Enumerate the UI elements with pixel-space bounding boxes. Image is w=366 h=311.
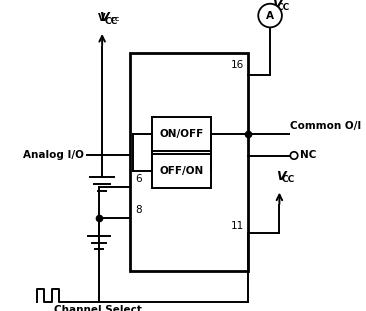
- Bar: [152, 154, 211, 188]
- Circle shape: [290, 152, 298, 159]
- Text: $\mathbf{V}$: $\mathbf{V}$: [97, 11, 107, 23]
- Text: V: V: [99, 11, 109, 24]
- Text: OFF/ON: OFF/ON: [159, 166, 203, 176]
- Text: Channel Select: Channel Select: [55, 305, 142, 311]
- Bar: [130, 53, 248, 271]
- Text: ON/OFF: ON/OFF: [159, 129, 203, 139]
- Text: CC: CC: [282, 175, 295, 184]
- Text: Analog I/O: Analog I/O: [23, 150, 83, 160]
- Text: $\mathbf{_{CC}}$: $\mathbf{_{CC}}$: [110, 15, 120, 24]
- Text: 8: 8: [135, 205, 141, 215]
- Text: A: A: [266, 11, 274, 21]
- Text: 11: 11: [230, 221, 244, 231]
- Text: 6: 6: [135, 174, 141, 184]
- Text: V: V: [272, 0, 281, 11]
- Bar: [152, 117, 211, 151]
- Text: V: V: [276, 170, 286, 183]
- Text: NC: NC: [300, 151, 317, 160]
- Text: Common O/I: Common O/I: [290, 121, 362, 131]
- Text: 16: 16: [230, 60, 244, 70]
- Text: CC: CC: [276, 3, 290, 12]
- Text: CC: CC: [105, 16, 118, 26]
- Circle shape: [258, 4, 282, 27]
